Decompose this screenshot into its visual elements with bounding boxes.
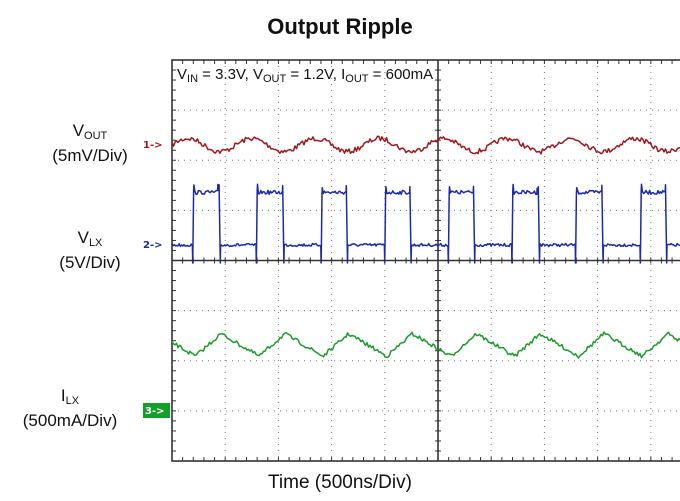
vout-subscript: OUT	[262, 73, 287, 85]
marker-ch1: 1->	[143, 140, 163, 151]
iout-value: = 600mA	[368, 66, 434, 83]
vlx-trace-subscript: LX	[88, 237, 103, 249]
vout-trace-subscript: OUT	[84, 130, 108, 142]
ilx-trace-scale: (500mA/Div)	[22, 411, 118, 430]
trace-label-vout: VOUT (5mV/Div)	[5, 121, 175, 166]
trace-vout	[171, 135, 680, 155]
ilx-trace-symbol: I	[60, 386, 66, 405]
vout-value: = 1.2V,	[286, 66, 342, 83]
vin-label: V	[177, 66, 188, 83]
vout-trace-symbol: V	[72, 121, 85, 140]
marker-ch3: 3->	[145, 406, 165, 417]
marker-ch2: 2->	[143, 240, 163, 251]
vlx-trace-scale: (5V/Div)	[59, 253, 121, 272]
trace-label-ilx: ILX (500mA/Div)	[0, 386, 155, 431]
trace-ilx	[171, 331, 680, 359]
vout-trace-scale: (5mV/Div)	[52, 146, 128, 165]
iout-label: I	[341, 66, 346, 83]
trace-vlx	[171, 183, 680, 264]
iout-subscript: OUT	[345, 73, 369, 85]
vin-subscript: IN	[187, 73, 199, 85]
vlx-trace-symbol: V	[77, 228, 89, 247]
vout-label: V	[252, 66, 263, 83]
ilx-trace-subscript: LX	[65, 395, 80, 407]
traces	[171, 135, 680, 359]
trace-label-vlx: VLX (5V/Div)	[5, 228, 175, 273]
marker-ch3-bg	[143, 403, 170, 418]
test-conditions: VIN = 3.3V, VOUT = 1.2V, IOUT = 600mA	[177, 66, 433, 85]
chart-title: Output Ripple	[267, 14, 413, 39]
vin-value: = 3.3V,	[198, 66, 253, 83]
grid	[171, 59, 680, 462]
channel-markers: 1-> 2-> 3->	[143, 140, 170, 418]
x-axis-label: Time (500ns/Div)	[268, 472, 412, 493]
